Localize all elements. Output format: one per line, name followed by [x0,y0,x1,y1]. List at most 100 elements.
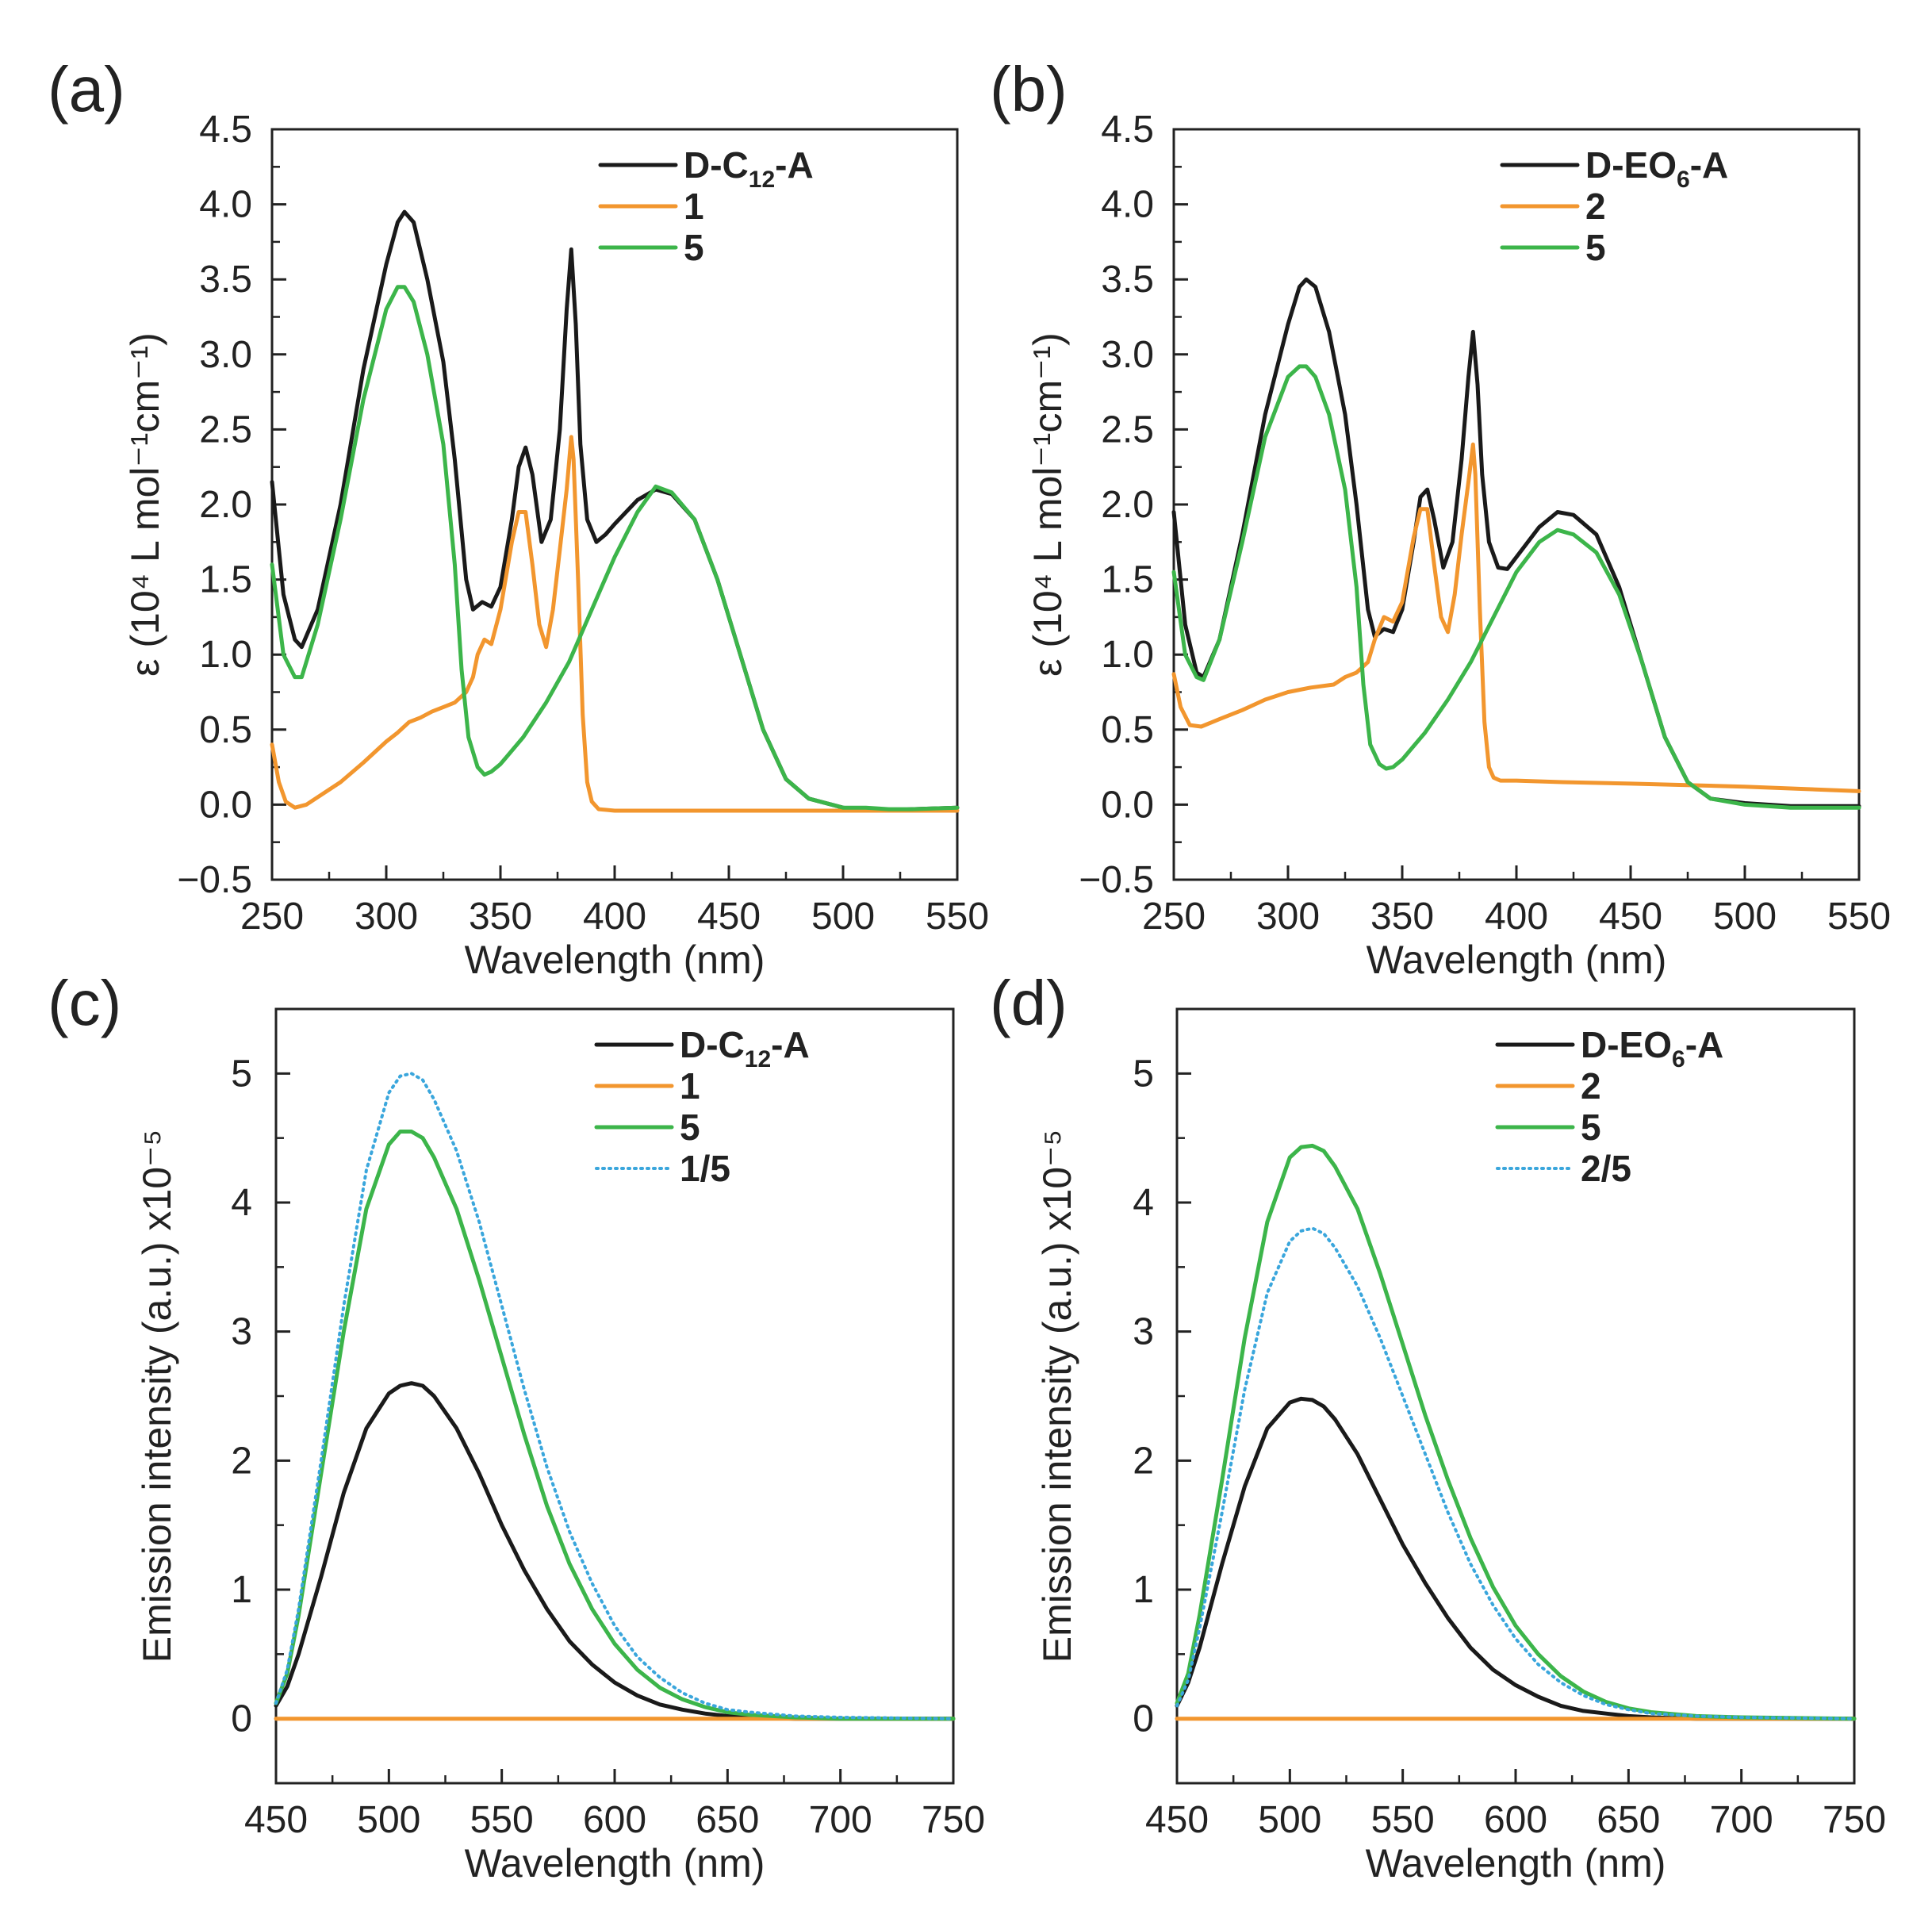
y-tick-label: 1 [1133,1569,1154,1611]
y-tick-label: 0.5 [199,709,252,751]
x-tick-label: 750 [922,1799,985,1841]
y-tick-label: −0.5 [1079,859,1154,901]
plot-frame [1172,128,1861,881]
x-tick-label: 500 [1258,1799,1321,1841]
x-tick-label: 400 [583,896,646,938]
x-tick-label: 250 [240,896,304,938]
chart-panel-1: (a) 250 300 350 400 450 500 550 −0.5 0.0 0.5 1.0 1.5… [48,54,989,982]
legend-label: 2 [1585,186,1606,227]
legend-label: 1 [684,186,704,227]
panel-label: (a) [48,54,125,125]
x-tick-label: 300 [355,896,418,938]
x-tick-label: 600 [1484,1799,1547,1841]
chart-panel-2: (b) 250 300 350 400 450 500 550 −0.5 0.0 0.5 1.0 1.5… [990,54,1891,982]
legend-label: 1/5 [680,1148,730,1189]
y-tick-label: 2.0 [1101,484,1154,526]
y-tick-label: 0.5 [1101,709,1154,751]
y-tick-label: 2.5 [199,409,252,451]
x-tick-label: 550 [1371,1799,1435,1841]
y-tick-label: 1.0 [1101,634,1154,676]
plot-frame [1175,1007,1856,1785]
x-tick-label: 550 [926,896,989,938]
y-tick-label: 3.5 [199,259,252,301]
y-tick-label: 3.0 [1101,334,1154,376]
legend-label: D-EO6-A [1581,1024,1723,1072]
series-line-D-C12-A [270,209,960,813]
x-tick-label: 450 [697,896,761,938]
x-tick-label: 700 [809,1799,872,1841]
x-tick-label: 500 [811,896,875,938]
series-line-2 [1171,442,1861,793]
x-tick-label: 600 [583,1799,646,1841]
legend-label: D-C12-A [684,144,814,193]
series-line-1 [270,435,960,813]
x-tick-label: 350 [1370,896,1434,938]
panel-label: (c) [48,968,121,1038]
legend-label: 5 [1581,1107,1601,1148]
y-tick-label: 3 [1133,1311,1154,1353]
x-tick-label: 650 [696,1799,759,1841]
series-line-5 [274,1130,956,1721]
y-tick-label: 3.0 [199,334,252,376]
series-line-5 [270,285,960,811]
chart-panel-3: (c) 450 500 550 600 650 700 750 0 1 2 3 4 5 Wavelength… [48,968,985,1886]
y-tick-label: 0 [1133,1698,1154,1740]
y-axis-title: ε (10⁴ L mol⁻¹cm⁻¹) [1025,332,1070,677]
y-tick-label: 0.0 [1101,784,1154,826]
series-line-5 [1175,1143,1857,1721]
y-tick-label: 4.5 [1101,109,1154,151]
legend-label: 1 [680,1065,700,1107]
x-tick-label: 250 [1142,896,1206,938]
x-tick-label: 550 [1827,896,1891,938]
y-tick-label: 5 [231,1053,252,1095]
x-tick-label: 450 [244,1799,308,1841]
x-tick-label: 750 [1823,1799,1886,1841]
legend-label: 2 [1581,1065,1601,1107]
chart-panel-4: (d) 450 500 550 600 650 700 750 0 1 2 3 4 5 Wavelength… [990,968,1886,1886]
plot-frame [270,128,959,881]
plot-frame [274,1007,955,1785]
x-axis-title: Wavelength (nm) [1366,1841,1666,1886]
x-tick-label: 650 [1597,1799,1660,1841]
y-tick-label: 4.0 [199,184,252,226]
y-tick-label: 2.5 [1101,409,1154,451]
x-tick-label: 350 [469,896,532,938]
y-tick-label: 2 [1133,1440,1154,1482]
y-tick-label: 0.0 [199,784,252,826]
x-tick-label: 550 [470,1799,534,1841]
y-tick-label: 5 [1133,1053,1154,1095]
legend-label: 2/5 [1581,1148,1631,1189]
legend-label: 5 [684,227,704,268]
series-line-5 [1171,364,1861,810]
series-line-1/5 [274,1072,955,1721]
x-tick-label: 300 [1256,896,1320,938]
x-axis-title: Wavelength (nm) [465,1841,765,1886]
series-line-D-C12-A [274,1381,956,1721]
x-tick-label: 450 [1599,896,1662,938]
legend-label: 5 [1585,227,1606,268]
x-tick-label: 450 [1145,1799,1209,1841]
y-tick-label: 4 [231,1182,252,1224]
x-axis-title: Wavelength (nm) [465,938,765,982]
series-line-D-EO6-A [1171,277,1861,808]
y-tick-label: 4.5 [199,109,252,151]
y-tick-label: 3.5 [1101,259,1154,301]
y-tick-label: 1.5 [199,559,252,601]
y-tick-label: 1 [231,1569,252,1611]
series-line-D-EO6-A [1175,1396,1857,1721]
y-tick-label: 0 [231,1698,252,1740]
y-tick-label: 1.5 [1101,559,1154,601]
y-tick-label: 2.0 [199,484,252,526]
y-tick-label: 3 [231,1311,252,1353]
y-tick-label: 1.0 [199,634,252,676]
y-tick-label: 4.0 [1101,184,1154,226]
legend-label: D-C12-A [680,1024,810,1072]
x-tick-label: 700 [1710,1799,1773,1841]
y-axis-title: ε (10⁴ L mol⁻¹cm⁻¹) [123,332,167,677]
y-axis-title: Emission intensity (a.u.) x10⁻⁵ [1035,1130,1079,1663]
y-tick-label: 4 [1133,1182,1154,1224]
y-tick-label: −0.5 [177,859,252,901]
legend-label: 5 [680,1107,700,1148]
y-axis-title: Emission intensity (a.u.) x10⁻⁵ [135,1130,179,1663]
